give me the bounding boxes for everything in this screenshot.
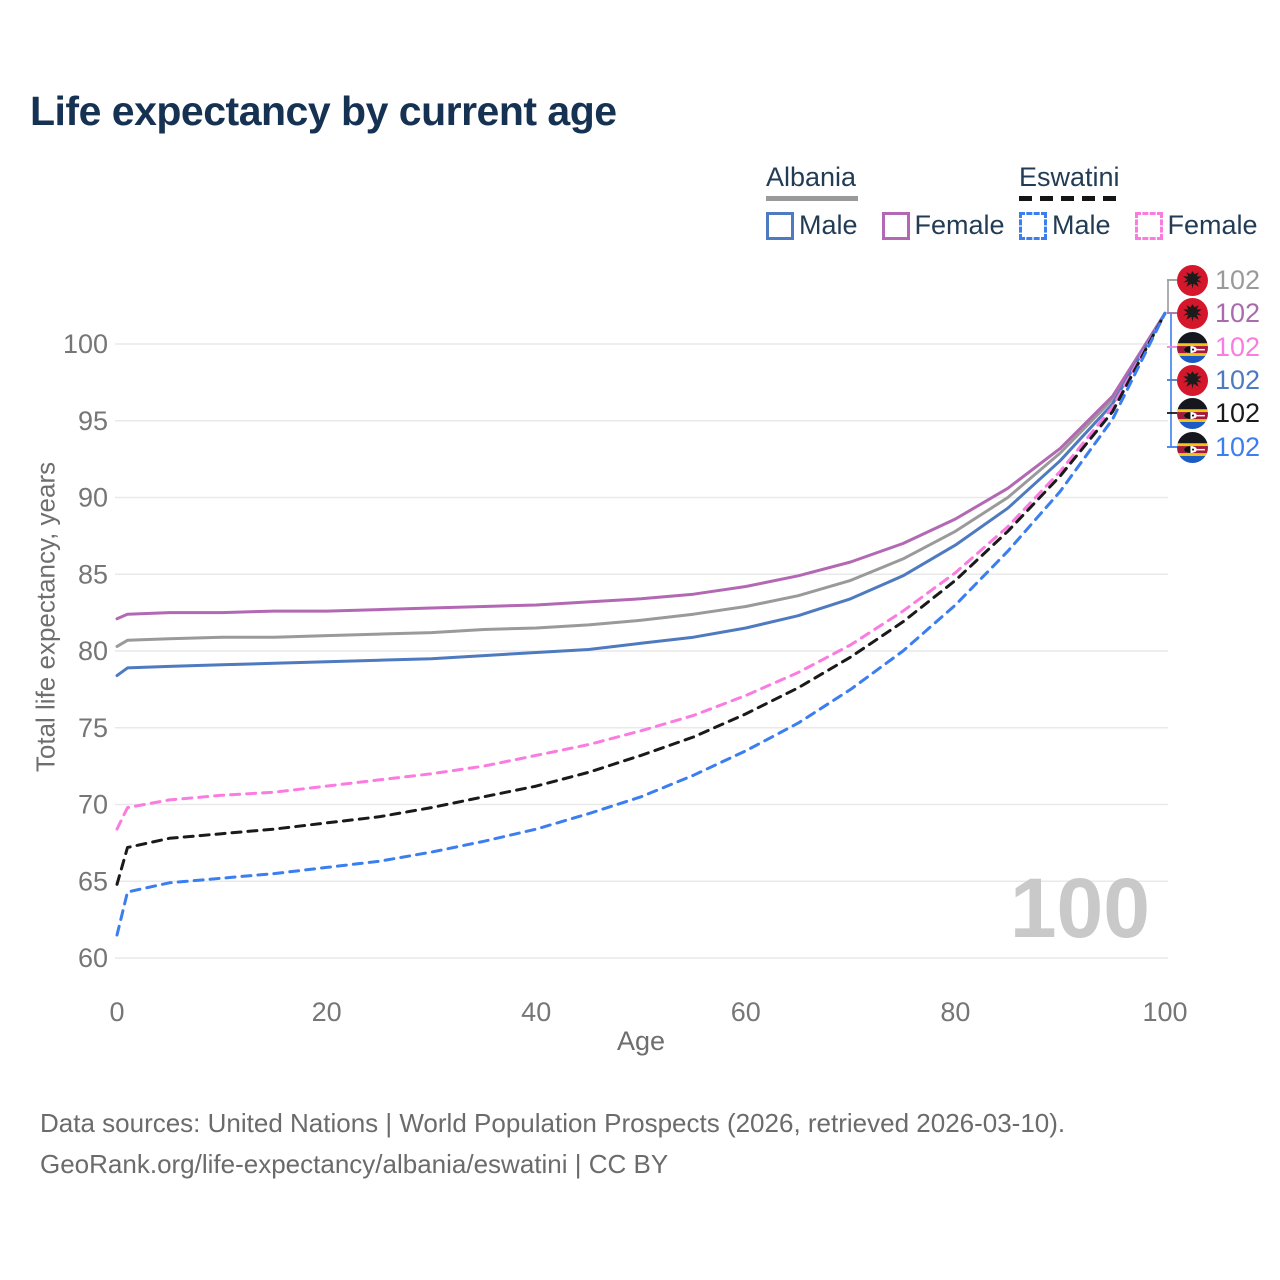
attribution-line: GeoRank.org/life-expectancy/albania/eswa… [40, 1149, 669, 1179]
y-tick-labels: 100 95 90 85 80 75 70 65 60 [63, 329, 108, 973]
eswatini-flag-icon [1177, 431, 1208, 463]
x-tick-labels: 0 20 40 60 80 100 [109, 997, 1187, 1027]
svg-text:60: 60 [731, 997, 761, 1027]
svg-text:80: 80 [78, 636, 108, 666]
svg-text:95: 95 [78, 406, 108, 436]
albania-flag-icon [1177, 264, 1208, 296]
endpoint-value: 102 [1215, 397, 1261, 428]
gridlines [115, 343, 1168, 959]
endpoint-label-albania-all: 102 [1177, 264, 1260, 296]
endpoint-value: 102 [1215, 297, 1261, 328]
svg-text:100: 100 [63, 329, 108, 359]
page-title: Life expectancy by current age [30, 88, 617, 134]
eswatini-female-swatch [1134, 211, 1163, 240]
endpoint-value: 102 [1215, 264, 1261, 295]
series-lines [115, 311, 1167, 937]
eswatini-dashed-line-sample [1019, 196, 1118, 201]
eswatini-male-swatch [1019, 211, 1047, 240]
svg-text:80: 80 [940, 997, 970, 1027]
albania-male-swatch [766, 211, 794, 240]
endpoint-label-eswatini-male: 102 [1177, 431, 1260, 463]
svg-text:65: 65 [78, 866, 108, 896]
svg-text:85: 85 [78, 559, 108, 589]
legend-item-eswatini-male[interactable]: Male [1019, 210, 1111, 241]
data-sources-line: Data sources: United Nations | World Pop… [40, 1108, 1066, 1138]
albania-flag-icon [1177, 364, 1208, 396]
svg-text:100: 100 [1142, 997, 1187, 1027]
albania-female-swatch [881, 211, 910, 240]
legend-group-albania: Albania Male Female [766, 162, 1029, 241]
legend-item-albania-female[interactable]: Female [881, 210, 1005, 241]
endpoint-label-albania-male: 102 [1177, 364, 1260, 396]
endpoint-value: 102 [1215, 431, 1261, 462]
legend-item-eswatini-female[interactable]: Female [1134, 210, 1258, 241]
svg-text:75: 75 [78, 713, 108, 743]
svg-text:70: 70 [78, 790, 108, 820]
svg-text:0: 0 [109, 997, 124, 1027]
legend-label: Female [914, 210, 1005, 240]
endpoint-label-eswatini-female: 102 [1177, 331, 1260, 363]
svg-text:60: 60 [78, 943, 108, 973]
x-axis-title: Age [616, 1026, 666, 1056]
svg-text:20: 20 [312, 997, 342, 1027]
legend-group-title: Albania [766, 162, 857, 192]
legend-label: Male [799, 210, 858, 240]
endpoint-label-eswatini-all: 102 [1177, 397, 1260, 429]
legend-label: Male [1052, 210, 1111, 240]
eswatini-flag-icon [1177, 331, 1208, 363]
svg-text:40: 40 [521, 997, 551, 1027]
endpoint-value: 102 [1215, 364, 1261, 395]
legend-group-eswatini: Eswatini Male Female [1019, 162, 1280, 241]
endpoint-label-albania-female: 102 [1177, 297, 1260, 329]
y-axis-title: Total life expectancy, years [30, 461, 61, 773]
endpoint-value: 102 [1215, 331, 1261, 362]
albania-flag-icon [1177, 297, 1208, 329]
svg-text:90: 90 [78, 483, 108, 513]
legend-label: Female [1167, 210, 1258, 240]
legend-group-title: Eswatini [1019, 162, 1120, 192]
leader-lines [1167, 279, 1177, 448]
legend-item-albania-male[interactable]: Male [766, 210, 858, 241]
albania-solid-line-sample [766, 196, 858, 201]
eswatini-flag-icon [1177, 397, 1208, 429]
current-age-watermark: 100 [1009, 861, 1150, 955]
